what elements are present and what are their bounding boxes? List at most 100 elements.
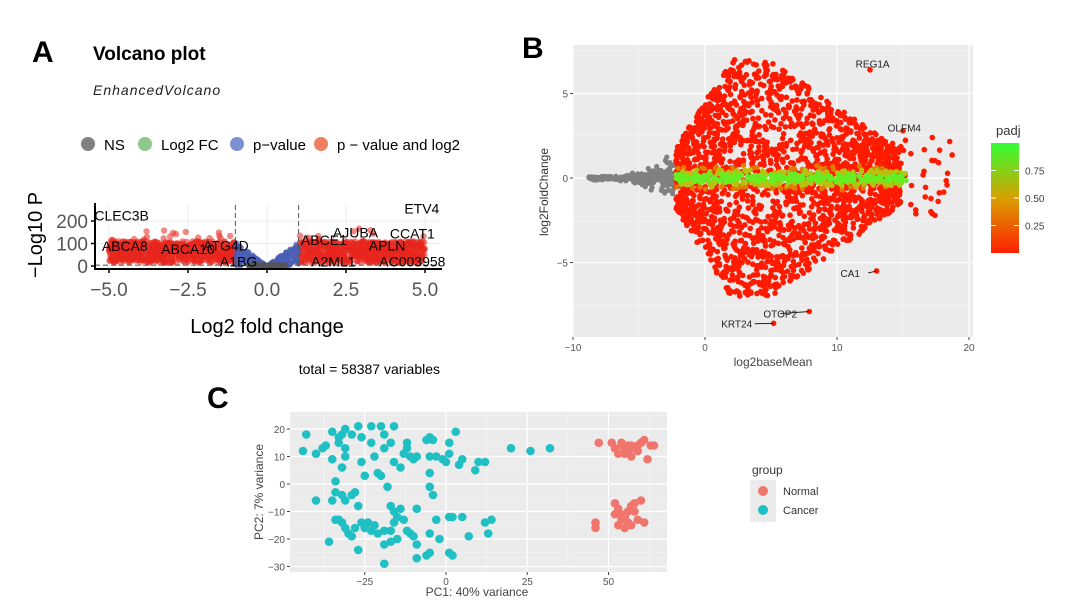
point-sig — [685, 145, 692, 152]
point-sig — [711, 143, 718, 149]
point-sig — [216, 238, 223, 246]
point-nonsig — [777, 186, 784, 192]
point-sig — [780, 273, 787, 280]
point-sig — [944, 182, 950, 188]
point-nonsig — [687, 171, 693, 177]
point-sig — [846, 237, 853, 243]
point-sig — [787, 212, 793, 219]
point-sig — [821, 234, 828, 240]
point-sig — [365, 248, 373, 256]
point-sig — [401, 254, 408, 261]
point-sig — [770, 124, 777, 131]
point-sig — [811, 255, 817, 261]
point-sig — [762, 218, 769, 225]
point-sig — [744, 292, 751, 298]
point-sig — [750, 137, 756, 144]
point-sig — [693, 114, 700, 120]
point-sig — [684, 217, 690, 223]
point-nonsig — [673, 172, 679, 178]
point-sig — [768, 253, 774, 260]
point-sig — [772, 149, 779, 156]
point-sig — [853, 212, 860, 218]
point-sig — [758, 225, 765, 231]
point-sig — [756, 144, 762, 150]
point-sig — [697, 231, 703, 238]
point-sig — [775, 283, 782, 289]
point-sig — [792, 225, 798, 231]
point-sig — [154, 257, 161, 264]
point-sig — [783, 110, 789, 116]
point-sig — [710, 89, 717, 95]
point-sig — [882, 138, 889, 145]
point-sig — [701, 135, 708, 141]
point-sig — [699, 129, 705, 135]
point-nonsig — [878, 176, 884, 182]
point-sig — [697, 108, 704, 115]
point-sig — [799, 250, 806, 257]
point-sig — [731, 57, 738, 63]
point-sig — [696, 238, 703, 244]
point-sig — [740, 150, 747, 157]
gene-label: CCAT1 — [390, 225, 435, 241]
point-sig — [935, 198, 941, 205]
point-sig — [795, 90, 802, 97]
point-sig — [719, 156, 726, 162]
point-sig — [369, 230, 377, 237]
point-sig — [143, 228, 150, 235]
point-sig — [777, 227, 784, 233]
point-na — [649, 170, 656, 177]
point-sig — [755, 115, 762, 121]
point-sig — [789, 75, 795, 82]
point-sig — [350, 239, 357, 246]
point-sig — [773, 107, 780, 114]
point-sig — [745, 259, 751, 265]
point-na — [648, 178, 654, 184]
point-na — [649, 184, 655, 190]
point-sig — [892, 197, 899, 203]
gene-label: ABCA8 — [102, 238, 148, 254]
point-sig — [727, 277, 733, 283]
point-pvalue — [251, 254, 257, 260]
point-sig — [761, 162, 767, 168]
point-sig — [706, 206, 712, 213]
gene-label: ETV4 — [404, 201, 439, 217]
point-sig — [222, 257, 230, 264]
point-sig — [739, 119, 745, 126]
point-nonsig — [675, 165, 681, 171]
point-sig — [105, 247, 113, 255]
point-sig — [780, 67, 786, 74]
point-sig — [723, 285, 730, 291]
point-sig — [794, 97, 800, 103]
point-sig — [761, 73, 768, 80]
point-sig — [706, 241, 713, 247]
point-sig — [783, 80, 789, 86]
point-sig — [807, 129, 813, 135]
point-sig — [738, 91, 745, 98]
point-sig — [763, 226, 770, 233]
point-sig — [734, 211, 741, 218]
point-sig — [809, 248, 816, 254]
point-sig — [749, 108, 755, 115]
point-sig — [818, 131, 825, 137]
point-sig — [798, 106, 805, 112]
point-sig — [908, 150, 914, 157]
point-sig — [754, 149, 760, 156]
x-tick-label: 0.0 — [254, 280, 280, 301]
point-nonsig — [819, 176, 825, 182]
point-sig — [863, 131, 869, 138]
point-na — [666, 169, 672, 175]
point-sig — [731, 139, 738, 146]
gene-label: AJUBA — [333, 224, 379, 240]
point-sig — [733, 102, 740, 108]
point-sig — [119, 240, 127, 248]
point-sig — [772, 290, 778, 296]
point-sig — [161, 245, 168, 253]
point-sig — [776, 126, 782, 132]
gene-label: ABCE1 — [301, 232, 347, 248]
point-nonsig — [716, 166, 723, 173]
point-sig — [766, 95, 772, 101]
point-sig — [932, 212, 938, 219]
point-sig — [695, 202, 702, 208]
